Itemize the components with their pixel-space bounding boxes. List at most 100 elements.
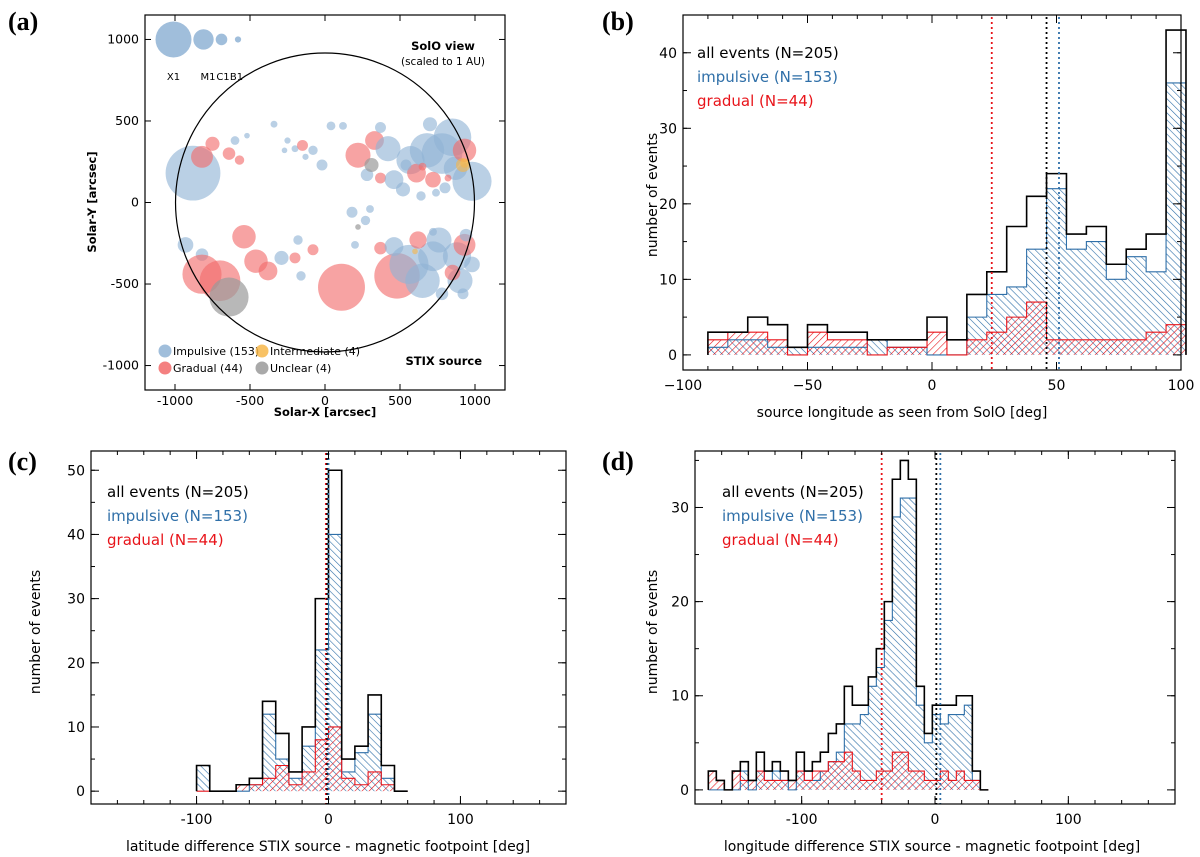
d-bar-impulsive [940,723,949,790]
d-bar-gradual [804,780,813,790]
d-bar-impulsive [932,714,941,790]
b-bar-gradual [1166,324,1186,355]
d-outline-all [707,459,989,791]
a-xtick-label: -500 [236,393,264,408]
d-xtick-label: 100 [1055,812,1082,828]
a-ytick-label: 0 [131,195,139,210]
a-legend-label-gradual: Gradual (44) [173,362,243,375]
a-point-impulsive [422,117,438,132]
d-bar-gradual [876,771,885,790]
panel-label-a: (a) [8,7,38,36]
c-outline-all [195,469,408,792]
c-bar-impulsive [262,714,276,792]
a-ytick-label: 1000 [107,31,139,46]
d-ticks-group: -100 0 100 0 10 20 30 [671,450,1176,828]
d-bar-gradual [948,780,957,790]
b-ytick-label: 40 [659,46,677,62]
d-xlabel: longitude difference STIX source - magne… [724,839,1140,855]
a-point-gradual [425,171,441,188]
c-ytick-label: 0 [76,784,85,800]
d-bar-gradual [852,771,861,790]
a-legend-swatch-intermediate [255,344,269,358]
b-bar-gradual [1026,302,1047,355]
d-bar-gradual [884,771,893,790]
a-ticks-group: -1000 -500 0 500 1000 -1000 -500 0 500 1000 [103,15,505,408]
d-xtick-label: 0 [931,812,940,828]
c-bar-gradual [381,784,395,792]
d-bar-gradual [900,752,909,790]
a-ytick-label: -1000 [103,358,139,373]
a-point-gradual [222,147,236,160]
c-xtick-label: -100 [181,812,213,828]
d-bar-gradual [844,752,853,790]
c-bars-group [195,469,408,792]
a-point-impulsive [416,191,426,201]
a-xtick-label: 500 [388,393,412,408]
a-point-impulsive [177,237,194,253]
b-bar-gradual [747,332,768,355]
d-ytick-label: 10 [671,689,689,705]
b-bar-gradual [1046,339,1067,355]
a-point-impulsive [346,206,358,218]
c-bar-gradual [354,784,369,792]
d-legend: all events (N=205) impulsive (N=153) gradu… [722,483,864,549]
a-point-impulsive [281,147,288,154]
d-bar-impulsive [876,667,885,790]
b-bar-gradual [887,347,908,355]
d-bar-gradual [788,780,797,790]
c-legend-impulsive: impulsive (N=153) [107,507,248,525]
a-point-impulsive [366,205,374,213]
b-legend: all events (N=205) impulsive (N=153) gradu… [697,44,839,110]
a-point-impulsive [384,237,404,256]
d-bar-impulsive [964,705,973,790]
b-bar-impulsive [867,339,888,355]
a-scale-label-M1: M1 [201,72,216,83]
b-ytick-label: 10 [659,272,677,288]
b-bar-gradual [1006,317,1027,355]
c-ytick-label: 50 [67,463,85,479]
c-bar-gradual [302,771,316,792]
d-bar-gradual [772,780,781,790]
a-point-impulsive [270,120,278,128]
d-legend-impulsive: impulsive (N=153) [722,507,863,525]
d-bar-impulsive [956,714,965,790]
d-bar-impulsive [860,714,869,790]
d-bar-gradual [820,771,829,790]
a-point-impulsive [459,228,473,242]
a-point-gradual [234,155,245,165]
b-xtick-label: 100 [1168,378,1195,394]
d-bar-impulsive [900,498,909,790]
a-ytick-label: 500 [115,113,139,128]
a-point-impulsive [429,227,437,236]
a-scale-circle-M1 [193,29,214,50]
a-legend-swatch-gradual [158,361,172,375]
a-point-impulsive [339,121,347,130]
a-scale-circle-C1 [215,33,228,46]
a-ylabel: Solar-Y [arcsec] [85,151,99,252]
b-bar-gradual [807,332,828,355]
d-bar-gradual [868,780,877,790]
d-bar-gradual [708,771,717,790]
panel-label-c: (c) [8,447,37,476]
a-legend-label-intermediate: Intermediate (4) [270,345,360,358]
d-bar-impulsive [916,705,925,790]
b-bar-gradual [907,347,928,355]
d-bar-gradual [828,761,837,790]
b-bar-gradual [1066,339,1087,355]
a-point-impulsive [316,159,328,171]
d-ylabel: number of events [645,570,661,694]
d-bars-group [707,459,989,791]
d-bar-gradual [956,771,965,790]
a-point-impulsive [274,250,289,265]
a-scale-circle-B1 [234,36,242,43]
d-bar-gradual [780,780,789,790]
a-scale-label-X1: X1 [167,72,180,83]
a-point-impulsive [457,288,469,300]
d-bar-gradual [916,771,925,790]
a-point-gradual [318,263,365,311]
b-xtick-label: −100 [664,378,702,394]
c-medians-group [324,453,330,804]
c-bar-impulsive [196,765,210,792]
d-bar-impulsive [924,742,933,790]
